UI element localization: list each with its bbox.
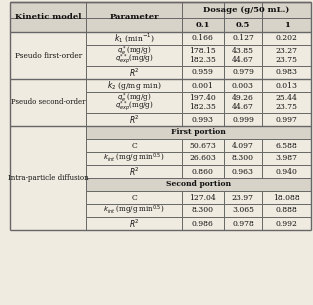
Text: 6.588: 6.588	[276, 142, 298, 149]
Text: 0.001: 0.001	[192, 81, 213, 89]
Text: $q_e^*$(mg/g): $q_e^*$(mg/g)	[117, 92, 151, 105]
Text: 23.75: 23.75	[276, 103, 298, 111]
Text: 0.992: 0.992	[276, 220, 298, 228]
Text: 127.04: 127.04	[189, 193, 216, 202]
Text: 0.997: 0.997	[276, 116, 298, 124]
Text: 0.986: 0.986	[192, 220, 213, 228]
Text: Second portion: Second portion	[166, 181, 231, 188]
Text: 0.202: 0.202	[276, 34, 298, 42]
Text: 44.67: 44.67	[232, 103, 254, 111]
Text: 8.300: 8.300	[232, 155, 254, 163]
Bar	[86, 178, 311, 191]
Text: 0.127: 0.127	[232, 34, 254, 42]
Text: $k_{int}$ (mg/g min$^{0.5}$): $k_{int}$ (mg/g min$^{0.5}$)	[103, 204, 165, 217]
Text: 197.40: 197.40	[189, 94, 216, 102]
Text: 4.097: 4.097	[232, 142, 254, 149]
Text: 0.003: 0.003	[232, 81, 254, 89]
Text: 0.999: 0.999	[232, 116, 254, 124]
Text: C: C	[131, 142, 137, 149]
Text: Parameter: Parameter	[109, 13, 159, 21]
Text: 0.963: 0.963	[232, 167, 254, 175]
Text: 25.44: 25.44	[276, 94, 298, 102]
Text: $R^2$: $R^2$	[129, 165, 140, 178]
Text: 0.993: 0.993	[192, 116, 213, 124]
Text: Kinetic model: Kinetic model	[15, 13, 82, 21]
Bar	[10, 2, 311, 230]
Bar	[86, 126, 311, 139]
Text: $R^2$: $R^2$	[129, 217, 140, 230]
Text: $R^2$: $R^2$	[129, 113, 140, 126]
Text: 23.75: 23.75	[276, 56, 298, 64]
Text: 0.888: 0.888	[276, 206, 298, 214]
Text: 43.85: 43.85	[232, 47, 254, 55]
Text: C: C	[131, 193, 137, 202]
Text: 0.1: 0.1	[195, 21, 210, 29]
Text: $q_e^*$(mg/g): $q_e^*$(mg/g)	[117, 44, 151, 58]
Text: Pseudo first-order: Pseudo first-order	[15, 52, 82, 59]
Text: 3.065: 3.065	[232, 206, 254, 214]
Text: 50.673: 50.673	[189, 142, 216, 149]
Text: 0.940: 0.940	[276, 167, 298, 175]
Text: 23.27: 23.27	[276, 47, 298, 55]
Text: 1: 1	[284, 21, 290, 29]
Text: $q_{exp}^{**}$(mg/g): $q_{exp}^{**}$(mg/g)	[115, 53, 153, 67]
Text: 44.67: 44.67	[232, 56, 254, 64]
Text: $k_1$ (min$^{-1}$): $k_1$ (min$^{-1}$)	[114, 32, 154, 45]
Text: 0.979: 0.979	[232, 69, 254, 77]
Bar	[10, 2, 311, 18]
Text: 18.088: 18.088	[273, 193, 300, 202]
Text: 26.603: 26.603	[189, 155, 216, 163]
Text: 0.978: 0.978	[232, 220, 254, 228]
Text: 8.300: 8.300	[192, 206, 213, 214]
Text: 23.97: 23.97	[232, 193, 254, 202]
Text: 182.35: 182.35	[189, 56, 216, 64]
Text: $q_{exp}^{**}$(mg/g): $q_{exp}^{**}$(mg/g)	[115, 100, 153, 114]
Text: 182.35: 182.35	[189, 103, 216, 111]
Text: 178.15: 178.15	[189, 47, 216, 55]
Text: $k_{int}$ (mg/g min$^{0.5}$): $k_{int}$ (mg/g min$^{0.5}$)	[103, 152, 165, 165]
Text: $k_2$ (g/mg min): $k_2$ (g/mg min)	[107, 79, 161, 92]
Text: 0.5: 0.5	[236, 21, 250, 29]
Text: 49.26: 49.26	[232, 94, 254, 102]
Text: Dosage (g/50 mL.): Dosage (g/50 mL.)	[203, 6, 290, 14]
Text: 0.860: 0.860	[192, 167, 213, 175]
Text: 0.959: 0.959	[192, 69, 213, 77]
Text: 0.013: 0.013	[276, 81, 298, 89]
Bar	[10, 18, 311, 32]
Text: $R^2$: $R^2$	[129, 66, 140, 79]
Text: 0.983: 0.983	[276, 69, 298, 77]
Text: First portion: First portion	[171, 128, 226, 137]
Text: 0.166: 0.166	[192, 34, 213, 42]
Text: 3.987: 3.987	[276, 155, 298, 163]
Text: Pseudo second-order: Pseudo second-order	[11, 99, 86, 106]
Text: Intra-particle diffusion: Intra-particle diffusion	[8, 174, 89, 182]
